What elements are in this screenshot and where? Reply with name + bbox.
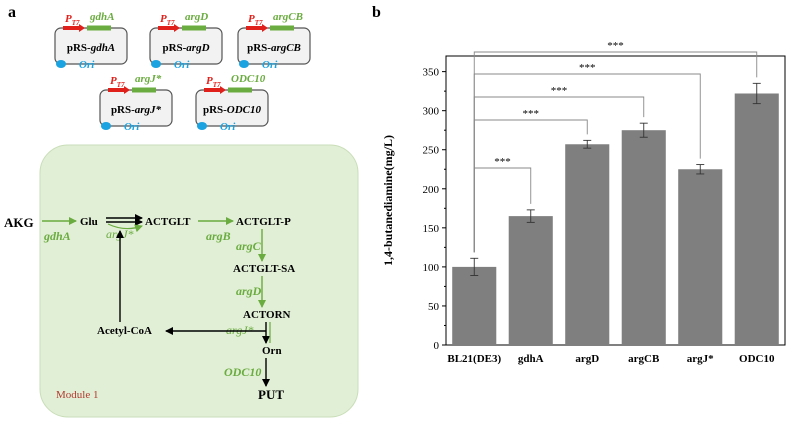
promoter-arrowhead [262,24,268,32]
ori-dot [101,122,111,130]
metabolite-akg: AKG [4,215,34,230]
metabolite-put: PUT [258,387,284,402]
ori-label: Ori [124,121,140,133]
promoter-label: PT7 [160,13,175,27]
y-tick-label: 350 [423,67,440,79]
plasmid-1: PT7 gdhA pRS-gdhA Ori [54,11,128,71]
x-tick-label: argD [575,353,599,365]
plasmid-group: PT7 gdhA pRS-gdhA Ori PT7 argD pRS-argD Ori PT7 a… [54,11,311,133]
gene-block [87,25,111,31]
y-tick-label: 250 [423,145,440,157]
ori-dot [151,60,161,68]
x-tick-label: argJ* [687,353,714,365]
module-label: Module 1 [56,389,98,401]
plasmid-name: pRS-argJ* [111,104,162,116]
enzyme-argb: argB [206,229,231,243]
gene-label: gdhA [89,11,114,23]
ori-label: Ori [79,59,95,71]
plasmid-name: pRS-gdhA [67,42,115,54]
promoter-arrowhead [124,86,130,94]
gene-block [228,87,252,93]
enzyme-argj-2: argJ* [226,323,254,337]
plasmid-name: pRS-ODC10 [203,104,262,116]
y-tick-label: 50 [428,301,440,313]
metabolite-actglt-p: ACTGLT-P [236,216,291,228]
x-tick-label: gdhA [518,353,544,365]
plasmid-3: PT7 argCB pRS-argCB Ori [237,11,311,71]
bar-argD [565,144,610,345]
gene-label: argD [185,11,208,23]
x-tick-label: BL21(DE3) [447,353,501,365]
y-tick-label: 0 [434,340,440,352]
plasmid-name: pRS-argD [162,42,209,54]
promoter-arrowhead [79,24,85,32]
ori-dot [239,60,249,68]
pathway: AKG Glu ACTGLT ACTGLT-P ACTGLT-SA ACTORN… [4,214,295,402]
x-tick-label: ODC10 [739,353,775,365]
gene-block [270,25,294,31]
bar-argCB [621,130,666,345]
ori-label: Ori [262,59,278,71]
bar-argJ* [678,169,723,345]
plasmid-5: PT7 ODC10 pRS-ODC10 Ori [195,73,269,133]
ori-dot [56,60,66,68]
y-tick-label: 150 [423,223,440,235]
bar-chart: 0 50 100 150 200 250 300 350 1,4-butanediamine(m… [381,40,786,365]
bracket-line [473,51,758,253]
bar-gdhA [508,216,553,345]
bar-BL21(DE3) [452,266,497,345]
significance-stars: *** [551,85,568,97]
panel-a-label: a [8,4,16,21]
ori-dot [197,122,207,130]
plot-frame [445,55,786,346]
ori-label: Ori [174,59,190,71]
plasmid-name: pRS-argCB [247,42,301,54]
plasmid-4: PT7 argJ* pRS-argJ* Ori [99,73,173,133]
y-axis-label: 1,4-butanediamine(mg/L) [381,135,395,266]
metabolite-actglt: ACTGLT [145,216,191,228]
gene-block [182,25,206,31]
promoter-arrowhead [220,86,226,94]
promoter-label: PT7 [65,13,80,27]
pathway-background [39,144,359,418]
promoter-label: PT7 [248,13,263,27]
bar-ODC10 [734,93,779,346]
plasmid-2: PT7 argD pRS-argD Ori [149,11,223,71]
metabolite-actglt-sa: ACTGLT-SA [233,263,295,275]
promoter-label: PT7 [110,75,125,89]
y-tick-label: 200 [423,184,440,196]
promoter-arrowhead [174,24,180,32]
x-tick-label: argCB [628,353,660,365]
significance-stars: *** [523,108,540,120]
significance-bracket: *** [473,40,758,253]
promoter-label: PT7 [206,75,221,89]
gene-label: argJ* [135,73,162,85]
arrow-argj-curve [107,223,143,233]
enzyme-argd: argD [236,284,262,298]
gene-label: argCB [273,11,303,23]
y-tick-label: 300 [423,106,440,118]
significance-stars: *** [607,40,624,52]
metabolite-acetyl-coa: Acetyl-CoA [97,325,152,337]
enzyme-odc10: ODC10 [224,365,261,379]
enzyme-gdha: gdhA [43,229,71,243]
significance-stars: *** [494,156,511,168]
enzyme-argc: argC [236,239,262,253]
significance-stars: *** [579,62,596,74]
significance-bracket: *** [473,85,645,253]
ori-label: Ori [220,121,236,133]
y-tick-label: 100 [423,262,440,274]
metabolite-glu: Glu [80,216,98,228]
metabolite-actorn: ACTORN [243,309,291,321]
gene-block [132,87,156,93]
metabolite-orn: Orn [262,345,282,357]
gene-label: ODC10 [231,73,266,85]
panel-b-label: b [372,4,381,21]
